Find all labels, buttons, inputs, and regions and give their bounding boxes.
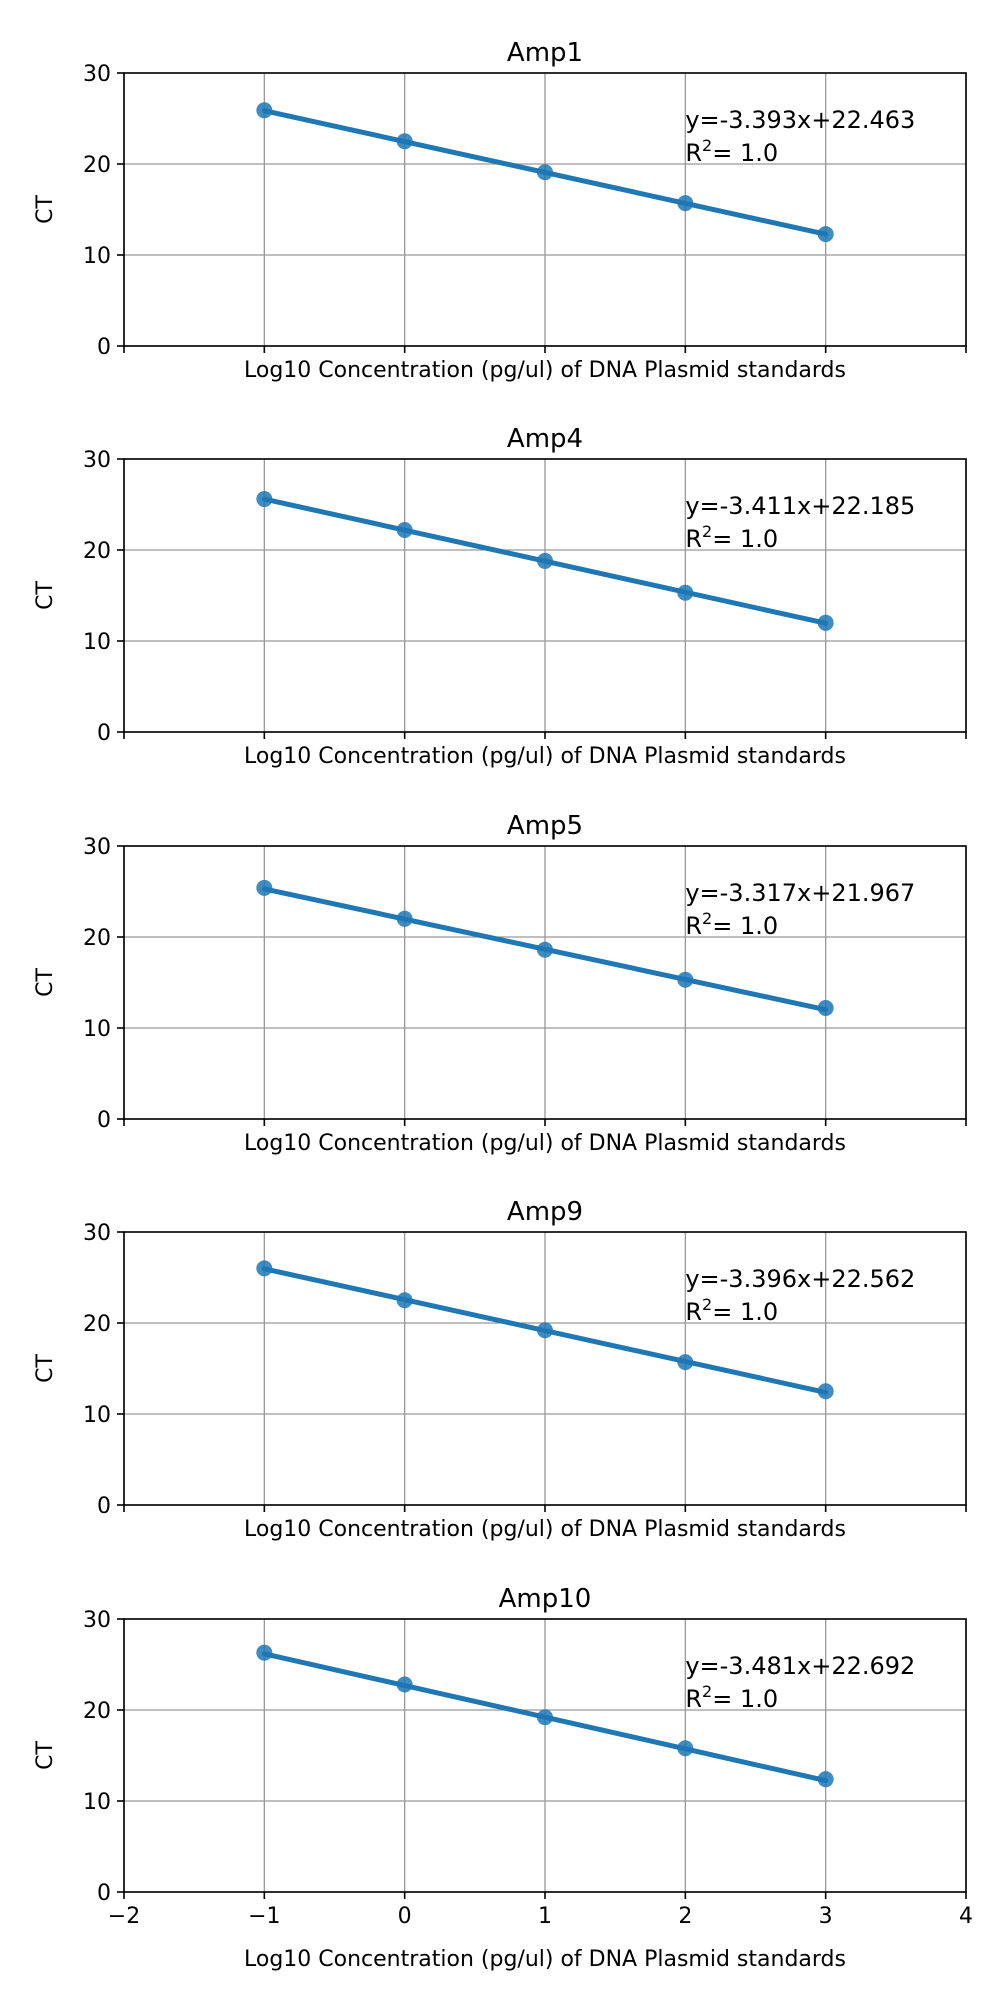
chart-title: Amp9	[507, 1197, 583, 1227]
data-point	[817, 999, 834, 1016]
data-point	[256, 102, 273, 119]
y-tick-label: 30	[83, 1221, 111, 1246]
y-tick-label: 20	[83, 1699, 111, 1724]
chart-title: Amp1	[507, 38, 583, 68]
x-axis-label: Log10 Concentration (pg/ul) of DNA Plasm…	[244, 744, 846, 769]
y-tick-label: 10	[83, 1790, 111, 1815]
data-point	[677, 584, 694, 601]
x-axis-label: Log10 Concentration (pg/ul) of DNA Plasm…	[244, 358, 846, 383]
y-tick-label: 10	[83, 244, 111, 269]
y-tick-label: 0	[97, 721, 111, 746]
regression-equation: y=-3.396x+22.562	[685, 1265, 915, 1293]
chart-panel-5: −2 −1 0 1 2 3 4 0 10 20 30 Amp10 Log10 Concentration…	[33, 1584, 973, 1972]
data-point	[537, 164, 553, 181]
data-point	[677, 195, 694, 212]
chart-panel-1: 0 10 20 30 Amp1 Log10 Concentration (pg/ul) o…	[33, 38, 967, 383]
x-tick-label: 2	[678, 1904, 692, 1929]
r-squared-annotation: R2= 1.0	[685, 909, 778, 940]
x-axis-label: Log10 Concentration (pg/ul) of DNA Plasm…	[244, 1947, 846, 1972]
chart-title: Amp5	[507, 811, 583, 841]
data-point	[537, 552, 553, 569]
data-point	[817, 226, 834, 243]
y-tick-label: 20	[83, 1312, 111, 1337]
data-point	[396, 1292, 413, 1309]
data-point	[256, 1260, 273, 1277]
data-point	[396, 1676, 413, 1693]
x-tick-label: 1	[538, 1904, 552, 1929]
data-point	[677, 1354, 694, 1371]
r-squared-annotation: R2= 1.0	[685, 1295, 778, 1326]
chart-title: Amp10	[499, 1584, 592, 1614]
data-point	[537, 1709, 553, 1726]
y-tick-label: 0	[97, 1881, 111, 1906]
y-axis-label: CT	[33, 195, 58, 224]
r-squared-annotation: R2= 1.0	[685, 1682, 778, 1713]
y-tick-label: 0	[97, 1494, 111, 1519]
y-axis-label: CT	[33, 581, 58, 610]
chart-panel-4: 0 10 20 30 Amp9 Log10 Concentration (pg/ul) o…	[33, 1197, 967, 1542]
data-point	[256, 491, 273, 508]
data-point	[817, 1771, 834, 1788]
y-axis-label: CT	[33, 1741, 58, 1770]
y-axis-label: CT	[33, 1354, 58, 1383]
data-point	[677, 971, 694, 988]
regression-equation: y=-3.317x+21.967	[685, 879, 915, 907]
regression-equation: y=-3.393x+22.463	[685, 106, 915, 134]
y-axis-label: CT	[33, 968, 58, 997]
x-axis-label: Log10 Concentration (pg/ul) of DNA Plasm…	[244, 1131, 846, 1156]
y-tick-label: 30	[83, 835, 111, 860]
y-tick-label: 10	[83, 630, 111, 655]
data-point	[817, 614, 834, 631]
r-squared-annotation: R2= 1.0	[685, 522, 778, 553]
x-axis-label: Log10 Concentration (pg/ul) of DNA Plasm…	[244, 1517, 846, 1542]
y-tick-label: 10	[83, 1403, 111, 1428]
chart-title: Amp4	[507, 424, 583, 454]
y-tick-label: 0	[97, 335, 111, 360]
data-point	[256, 879, 273, 896]
data-point	[396, 133, 413, 150]
y-tick-label: 20	[83, 926, 111, 951]
data-point	[396, 910, 413, 927]
x-tick-label: 0	[398, 1904, 412, 1929]
y-tick-label: 30	[83, 1608, 111, 1633]
regression-equation: y=-3.411x+22.185	[685, 492, 915, 520]
x-tick-label: 3	[819, 1904, 833, 1929]
y-tick-label: 0	[97, 1108, 111, 1133]
r-squared-annotation: R2= 1.0	[685, 136, 778, 167]
y-tick-label: 10	[83, 1017, 111, 1042]
chart-panel-2: 0 10 20 30 Amp4 Log10 Concentration (pg/ul) o…	[33, 424, 967, 769]
data-point	[537, 941, 553, 958]
y-tick-label: 30	[83, 448, 111, 473]
y-tick-label: 30	[83, 62, 111, 87]
y-tick-label: 20	[83, 539, 111, 564]
regression-equation: y=-3.481x+22.692	[685, 1652, 915, 1680]
data-point	[256, 1644, 273, 1661]
x-tick-label: −2	[108, 1904, 140, 1929]
x-tick-label: −1	[248, 1904, 280, 1929]
data-point	[677, 1740, 694, 1757]
data-point	[396, 521, 413, 538]
data-point	[817, 1383, 834, 1400]
data-point	[537, 1322, 553, 1339]
x-tick-label: 4	[959, 1904, 973, 1929]
y-tick-label: 20	[83, 153, 111, 178]
chart-panel-3: 0 10 20 30 Amp5 Log10 Concentration (pg/ul) o…	[33, 811, 967, 1156]
